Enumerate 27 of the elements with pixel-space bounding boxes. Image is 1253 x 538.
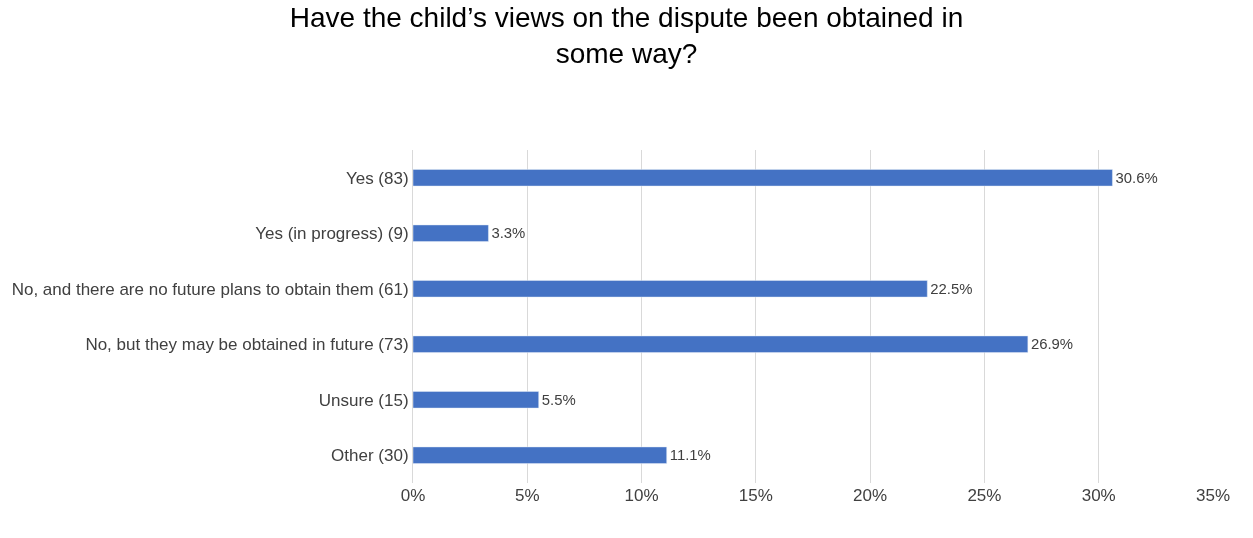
bar (413, 224, 489, 242)
data-label: 11.1% (669, 447, 711, 464)
x-tick-label: 5% (515, 486, 540, 505)
y-tick-label: Yes (83) (345, 168, 409, 188)
x-tick-label: 10% (624, 486, 659, 505)
x-tick-label: 35% (1195, 486, 1231, 505)
x-tick-label: 30% (1081, 486, 1116, 505)
chart-title: Have the child’s views on the dispute been obtained in some way? (289, 1, 964, 70)
x-tick-label: 0% (400, 486, 426, 505)
x-tick-label: 20% (853, 486, 888, 505)
bar (413, 446, 667, 464)
y-tick-label: Unsure (15) (318, 390, 409, 410)
x-tick-label: 15% (738, 486, 773, 505)
data-label: 5.5% (541, 391, 576, 408)
bar (413, 335, 1029, 353)
data-label: 26.9% (1030, 336, 1074, 353)
bar (413, 391, 539, 409)
data-label: 3.3% (491, 225, 526, 242)
data-label: 30.6% (1115, 169, 1158, 186)
data-label: 22.5% (930, 280, 973, 297)
y-tick-label: No, but they may be obtained in future (73) (85, 335, 409, 355)
bar (413, 169, 1113, 187)
bar (413, 280, 928, 298)
y-tick-label: Other (30) (331, 446, 409, 466)
y-tick-label: No, and there are no future plans to obtain them (61) (11, 279, 409, 299)
x-tick-label: 25% (967, 486, 1002, 505)
y-tick-label: Yes (in progress) (9) (255, 224, 409, 244)
